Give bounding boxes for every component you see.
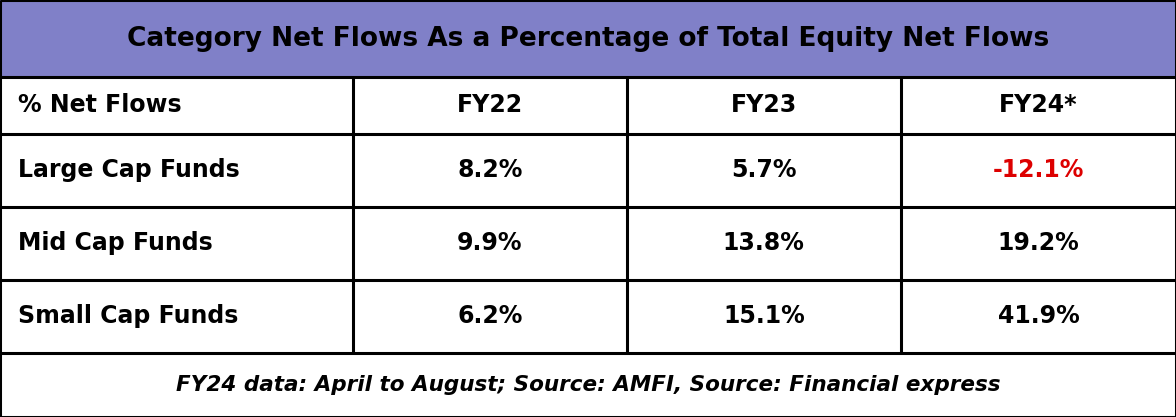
Bar — [0, 353, 1176, 417]
Text: 6.2%: 6.2% — [457, 304, 522, 329]
Bar — [0, 77, 1176, 133]
Bar — [0, 207, 1176, 280]
Text: Mid Cap Funds: Mid Cap Funds — [18, 231, 213, 255]
Text: % Net Flows: % Net Flows — [18, 93, 181, 117]
Text: FY24*: FY24* — [1000, 93, 1077, 117]
Text: FY22: FY22 — [456, 93, 523, 117]
Text: 41.9%: 41.9% — [997, 304, 1080, 329]
Text: 19.2%: 19.2% — [997, 231, 1080, 255]
Text: Category Net Flows As a Percentage of Total Equity Net Flows: Category Net Flows As a Percentage of To… — [127, 25, 1049, 52]
Text: -12.1%: -12.1% — [993, 158, 1084, 182]
Text: Small Cap Funds: Small Cap Funds — [18, 304, 238, 329]
Text: FY24 data: April to August; Source: AMFI, Source: Financial express: FY24 data: April to August; Source: AMFI… — [175, 375, 1001, 395]
Text: Large Cap Funds: Large Cap Funds — [18, 158, 240, 182]
Text: FY23: FY23 — [730, 93, 797, 117]
Text: 13.8%: 13.8% — [723, 231, 804, 255]
Text: 8.2%: 8.2% — [457, 158, 522, 182]
Bar — [0, 133, 1176, 207]
Bar — [0, 0, 1176, 77]
Bar — [0, 280, 1176, 353]
Text: 5.7%: 5.7% — [731, 158, 796, 182]
Text: 15.1%: 15.1% — [723, 304, 804, 329]
Text: 9.9%: 9.9% — [457, 231, 522, 255]
